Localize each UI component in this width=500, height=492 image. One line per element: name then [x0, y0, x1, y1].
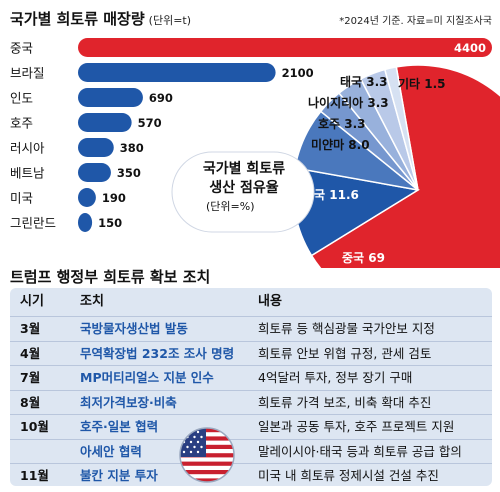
- bar: [78, 213, 93, 232]
- bar-value-label: 380: [120, 141, 144, 155]
- row-desc: 희토류 안보 위협 규정, 관세 검토: [258, 345, 432, 361]
- row-month: 11월: [20, 468, 49, 483]
- bar-category-label: 인도: [10, 91, 33, 106]
- pie-unit: (단위=%): [206, 200, 255, 213]
- bar-value-label: 2100: [282, 66, 314, 80]
- page-title: 국가별 희토류 매장량 (단위=t): [10, 8, 191, 29]
- bar: [78, 188, 96, 207]
- pie-slice-label: 태국 3.3: [340, 74, 388, 89]
- table-row: 10월 호주·일본 협력 일본과 공동 투자, 호주 프로젝트 지원: [10, 414, 492, 440]
- row-action: 무역확장법 232조 조사 명령: [80, 345, 235, 361]
- table-row: 3월 국방물자생산법 발동 희토류 등 핵심광물 국가안보 지정: [10, 316, 492, 342]
- row-month: 8월: [20, 394, 41, 410]
- row-action: 최저가격보장·비축: [80, 394, 177, 410]
- measures-table: 시기 조치 내용 3월 국방물자생산법 발동 희토류 등 핵심광물 국가안보 지정 4…: [10, 288, 492, 486]
- row-action: 국방물자생산법 발동: [80, 321, 188, 336]
- pie-slice-label: 미국 11.6: [303, 187, 359, 202]
- pie-title-bubble: [171, 151, 315, 233]
- title-text: 국가별 희토류 매장량: [10, 10, 145, 28]
- row-action: 아세안 협력: [80, 443, 142, 459]
- title-unit: (단위=t): [148, 14, 192, 27]
- bar-category-label: 호주: [10, 116, 33, 131]
- bar-value-label: 4400: [454, 41, 486, 55]
- row-month: 7월: [20, 370, 41, 385]
- row-action: MP머티리얼스 지분 인수: [80, 370, 214, 385]
- bar-category-label: 베트남: [10, 166, 45, 181]
- row-desc: 미국 내 희토류 정제시설 건설 추진: [258, 468, 439, 483]
- bar-value-label: 570: [138, 116, 162, 130]
- charts-area: 중국 4400 브라질 2100 인도 690 호주 570 러시아 380 베트남 350 미국 190…: [10, 38, 500, 268]
- bar: [78, 38, 492, 57]
- row-desc: 4억달러 투자, 정부 장기 구매: [258, 370, 413, 385]
- row-month: 4월: [20, 345, 41, 361]
- pie-slice-label: 호주 3.3: [318, 117, 366, 131]
- bar-category-label: 중국: [10, 41, 33, 56]
- table-row: 7월 MP머티리얼스 지분 인수 4억달러 투자, 정부 장기 구매: [10, 365, 492, 391]
- bar-category-label: 러시아: [10, 141, 45, 156]
- pie-slice-label: 미얀마 8.0: [311, 137, 370, 152]
- bar: [78, 63, 276, 82]
- header-desc: 내용: [258, 294, 282, 309]
- row-action: 호주·일본 협력: [80, 419, 159, 434]
- pie-slice-label: 나이지리아 3.3: [308, 95, 389, 110]
- row-desc: 희토류 등 핵심광물 국가안보 지정: [258, 321, 435, 336]
- pie-slice: [310, 64, 500, 268]
- bar: [78, 138, 114, 157]
- bar-category-label: 브라질: [10, 66, 45, 81]
- row-desc: 일본과 공동 투자, 호주 프로젝트 지원: [258, 419, 455, 434]
- bar: [78, 113, 132, 132]
- row-desc: 희토류 가격 보조, 비축 확대 추진: [258, 394, 432, 410]
- bar-category-label: 그린란드: [10, 216, 56, 231]
- bar-value-label: 350: [117, 166, 141, 180]
- row-month: 10월: [20, 419, 49, 434]
- pie-slice-label: 기타 1.5: [398, 76, 446, 91]
- pie-title-line1: 국가별 희토류: [203, 160, 285, 177]
- pie-labels: 중국 69 미국 11.6 미얀마 8.0 호주 3.3 나이지리아 3.3 태국 3.3…: [303, 74, 446, 265]
- section-title: 트럼프 행정부 희토류 확보 조치: [10, 268, 211, 286]
- reserve-bar-chart: 중국 4400 브라질 2100 인도 690 호주 570 러시아 380 베트남 350 미국 190…: [10, 38, 492, 232]
- header-month: 시기: [20, 294, 44, 309]
- row-desc: 말레이시아·태국 등과 희토류 공급 합의: [258, 443, 462, 459]
- table-row: 11월 불칸 지분 투자 미국 내 희토류 정제시설 건설 추진: [10, 463, 492, 489]
- pie-slice-label: 중국 69: [342, 251, 385, 265]
- table-row: 4월 무역확장법 232조 조사 명령 희토류 안보 위협 규정, 관세 검토: [10, 340, 492, 367]
- source-note: *2024년 기준. 자료=미 지질조사국: [339, 16, 492, 27]
- bar-value-label: 150: [98, 216, 122, 230]
- header-action: 조치: [80, 294, 104, 309]
- pie-legend-box: 국가별 희토류 생산 점유율 (단위=%): [171, 151, 315, 233]
- bar-value-label: 190: [102, 191, 126, 205]
- row-month: 3월: [20, 321, 41, 336]
- bar: [78, 88, 143, 107]
- row-action: 불칸 지분 투자: [80, 468, 158, 483]
- table-row: 8월 최저가격보장·비축 희토류 가격 보조, 비축 확대 추진: [10, 389, 492, 416]
- production-pie-chart: [292, 64, 500, 268]
- pie-slice: [383, 66, 419, 191]
- bar-category-label: 미국: [10, 191, 33, 206]
- bar: [78, 163, 111, 182]
- table-row: 아세안 협력 말레이시아·태국 등과 희토류 공급 합의: [10, 438, 492, 465]
- bar-value-label: 690: [149, 91, 173, 105]
- us-flag-icon: [179, 427, 235, 483]
- pie-title-line2: 생산 점유율: [209, 179, 278, 196]
